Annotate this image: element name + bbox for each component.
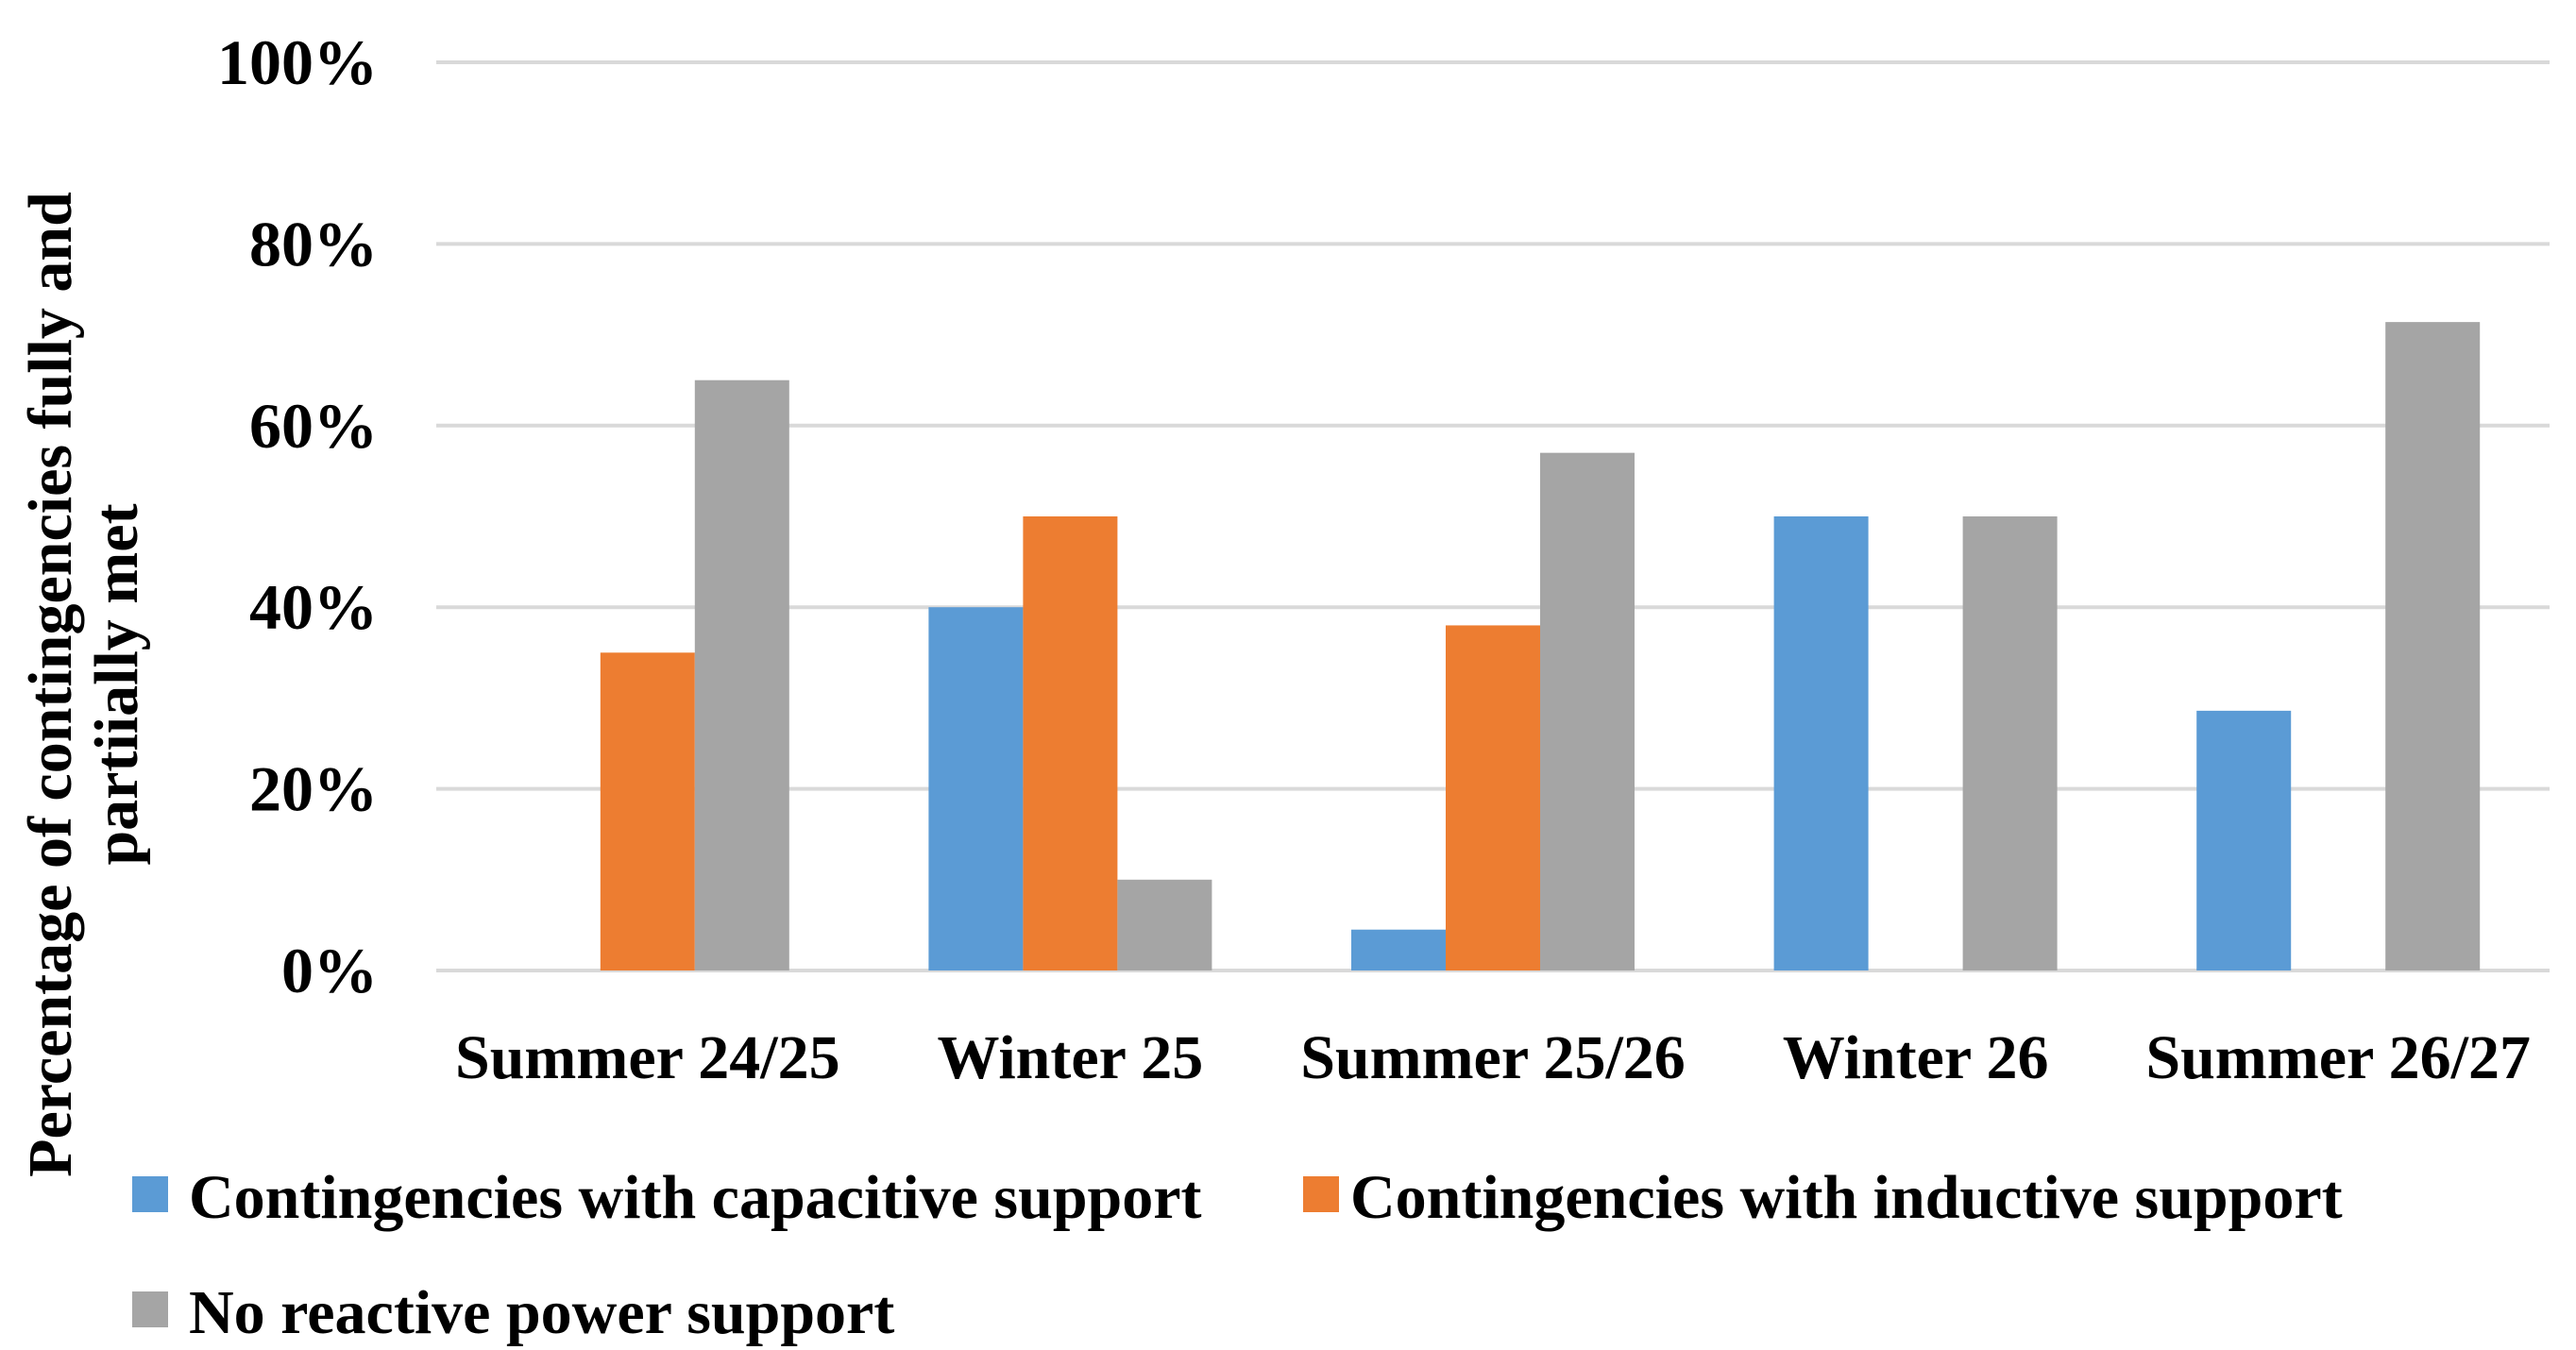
x-tick-label: Summer 25/26 — [1300, 1023, 1686, 1092]
y-tick-label: 20% — [249, 753, 378, 825]
legend-swatch — [132, 1291, 168, 1327]
legend-label: Contingencies with inductive support — [1350, 1163, 2343, 1232]
bar — [1962, 516, 2058, 970]
bar — [2385, 322, 2481, 971]
legend-swatch — [1303, 1176, 1339, 1212]
bars — [600, 322, 2481, 971]
x-tick-label: Winter 25 — [938, 1023, 1204, 1092]
axes: 0% 20% 40% 60% 80% 100% Summer 24/25 Winter 25 S… — [16, 26, 2531, 1177]
bar — [1351, 929, 1446, 970]
bar — [694, 380, 789, 970]
y-tick-label: 80% — [249, 208, 378, 279]
x-tick-label: Summer 26/27 — [2145, 1023, 2531, 1092]
bar — [1540, 452, 1635, 970]
bar — [600, 652, 695, 970]
bar — [1446, 625, 1540, 970]
legend-label: No reactive power support — [189, 1278, 894, 1347]
x-tick-label: Winter 26 — [1783, 1023, 2049, 1092]
bar — [928, 607, 1024, 970]
y-axis-title-line: Percentage of contingencies fully and — [16, 192, 85, 1177]
y-axis-title-line: partiially met — [82, 503, 151, 865]
y-tick-label: 40% — [249, 571, 378, 643]
bar — [1773, 516, 1869, 970]
legend-label: Contingencies with capacitive support — [189, 1163, 1202, 1232]
legend: Contingencies with capacitive support Con… — [132, 1163, 2343, 1347]
bar — [1023, 516, 1118, 970]
bar — [1117, 879, 1212, 970]
y-tick-label: 60% — [249, 390, 378, 462]
legend-swatch — [132, 1176, 168, 1212]
y-tick-label: 0% — [281, 935, 378, 1006]
x-tick-label: Summer 24/25 — [455, 1023, 840, 1092]
y-tick-label: 100% — [217, 26, 378, 98]
bar — [2196, 710, 2292, 970]
y-axis-title: Percentage of contingencies fully andpar… — [16, 192, 151, 1177]
